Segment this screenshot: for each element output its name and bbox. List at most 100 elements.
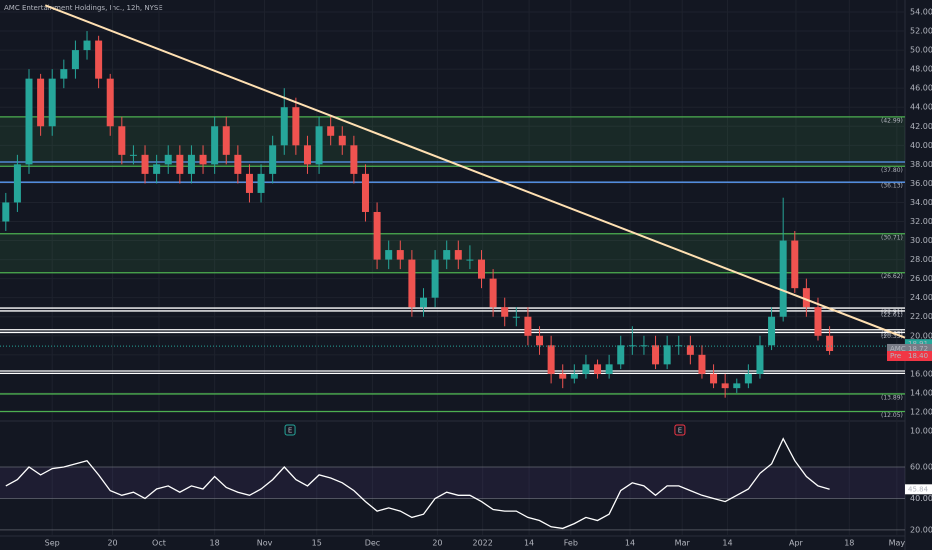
level-label: (37.80) [881,167,903,174]
candle-body [478,259,486,279]
candle-body [327,126,335,136]
y-tick-label: 32.00 [910,217,932,226]
candle-body [721,383,729,389]
candle-body [245,173,253,193]
candle-body [454,250,462,260]
candle-body [408,259,416,308]
x-tick-label: 2022 [472,539,492,548]
y-tick-label: 26.00 [910,274,932,283]
y-tick-label: 38.00 [910,160,932,169]
candle-body [501,307,509,317]
rsi-line [5,437,830,530]
candle-body [269,145,277,174]
candle-body [617,345,625,365]
event-marker [674,424,686,436]
y-tick-label: 36.00 [910,179,932,188]
level-label: (12.05) [881,412,903,419]
x-tick-label: 14 [625,539,635,548]
price-tag-name: Pre [890,352,901,360]
candle-body [25,78,33,165]
candle-body [605,364,613,374]
y-tick-label: 28.00 [910,255,932,264]
candle-body [536,335,544,346]
x-tick-label: Oct [152,539,166,548]
candle-body [744,373,752,384]
y-tick-label: 24.00 [910,293,932,302]
y-tick-label: 20.00 [910,331,932,340]
candle-body [71,50,79,70]
candle-body [756,345,764,374]
y-tick-label: 46.00 [910,84,932,93]
level-label: (42.99) [881,117,903,124]
candle-body [814,307,822,336]
candle-body [733,383,741,389]
y-tick-label: 52.00 [910,27,932,36]
candle-body [315,126,323,165]
candle-body [559,373,567,379]
x-tick-label: 14 [722,539,732,548]
candle-body [153,164,161,174]
candle-body [443,250,451,260]
candle-body [164,154,172,165]
candle-body [628,345,636,347]
candle-body [280,107,288,146]
candle-body [419,297,427,308]
candle-body [826,335,834,352]
level-label: (36.13) [881,183,903,190]
level-label: (22.61) [881,311,903,318]
candle-body [292,107,300,146]
candle-body [582,364,590,374]
candle-body [350,145,358,174]
price-tag-name: AMC [890,345,906,353]
x-tick-label: 20 [107,539,117,548]
x-tick-label: 15 [312,539,322,548]
zone [0,233,905,273]
candle-body [222,126,230,155]
x-tick-label: Sep [45,539,60,548]
candle-body [129,154,137,156]
candle-body [106,78,114,127]
level-label: (22.91) [881,309,903,316]
x-tick-label: 18 [844,539,854,548]
candle-body [768,316,776,346]
candle-body [257,173,265,193]
candle-body [779,240,787,317]
candle-body [524,316,532,336]
candle-body [710,373,718,384]
x-tick-label: 14 [524,539,534,548]
candle-body [385,250,393,260]
y-tick-label: 44.00 [910,103,932,112]
price-tag-label: 18.40 [908,352,928,360]
x-tick-label: 18 [210,539,220,548]
candle-body [431,259,439,298]
event-label: E [288,427,292,435]
candle-body [698,354,706,374]
rsi-tick-label: 60.00 [910,463,932,472]
candle-body [95,40,103,79]
candle-body [466,259,474,261]
level-label: (20.35) [881,333,903,340]
y-tick-label: 50.00 [910,46,932,55]
candle-body [361,173,369,212]
candle-body [570,373,578,379]
rsi-tag-label: 45.84 [908,485,929,493]
y-tick-label: 12.00 [910,407,932,416]
candle-body [594,364,602,374]
zone [0,116,905,167]
level-label: (20.63) [881,330,903,337]
level-label: (26.62) [881,273,903,280]
level-label: (13.89) [881,394,903,401]
candle-body [663,345,671,365]
y-tick-label: 54.00 [910,8,932,17]
candle-body [640,345,648,347]
chart-title: AMC Entertainment Holdings, Inc., 12h, N… [4,4,163,12]
rsi-tick-label: 20.00 [910,525,932,534]
candle-body [396,250,404,260]
candle-body [37,78,45,127]
x-tick-label: Apr [789,539,804,548]
x-tick-label: May [889,539,906,548]
candle-body [791,240,799,289]
candle-body [338,135,346,146]
candle-body [13,164,21,203]
